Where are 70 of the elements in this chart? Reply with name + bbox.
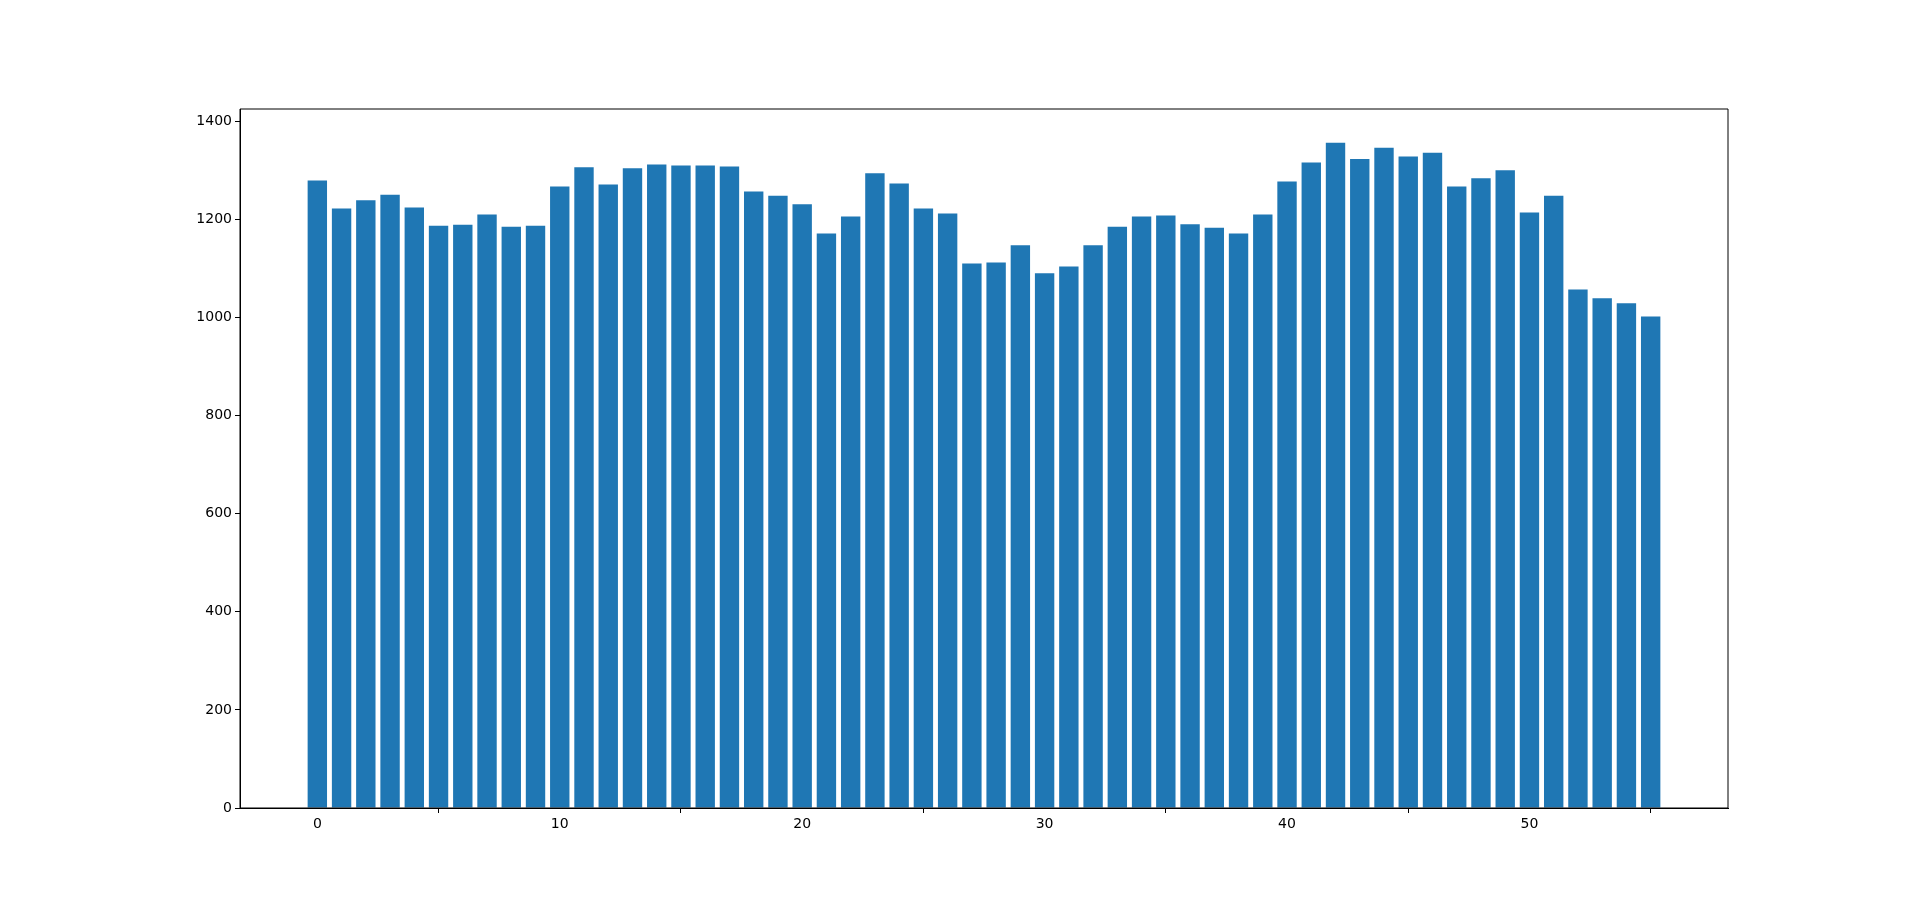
x-tick-label: 40: [1278, 815, 1296, 832]
bar: [840, 216, 861, 808]
y-tick-label: 200: [205, 700, 232, 717]
bar: [1447, 186, 1467, 808]
y-tick-label: 1400: [196, 111, 232, 128]
bar: [1156, 215, 1176, 808]
bar: [816, 233, 837, 808]
y-tick-label: 400: [205, 602, 232, 619]
bar: [1350, 159, 1370, 808]
bar: [501, 226, 521, 808]
bar: [1059, 266, 1079, 808]
bar: [598, 184, 618, 808]
bar: [1616, 303, 1637, 808]
bar: [719, 166, 740, 808]
bar: [1495, 170, 1515, 808]
bar: [1010, 245, 1031, 808]
bar: [1519, 212, 1540, 808]
bar: [1422, 152, 1443, 808]
x-tick-label: 10: [550, 815, 569, 832]
y-tick-label: 1200: [196, 210, 232, 227]
bar: [1034, 273, 1055, 808]
bar: [889, 183, 909, 808]
bar: [1471, 178, 1491, 808]
bar: [1204, 227, 1224, 808]
bar: [307, 180, 328, 808]
bar: [550, 186, 570, 808]
bar: [1592, 298, 1612, 808]
bar: [1131, 216, 1152, 808]
bar: [525, 225, 546, 808]
bar: [1325, 142, 1346, 808]
bar: [647, 164, 667, 808]
bar: [1640, 316, 1661, 808]
bar: [744, 191, 764, 808]
bar: [937, 213, 958, 808]
bar: [356, 200, 376, 808]
bar: [1374, 147, 1394, 808]
bar: [1107, 226, 1128, 808]
bar: [1398, 156, 1418, 808]
bar: [622, 168, 643, 808]
x-tick-label: 50: [1520, 815, 1539, 832]
bar: [962, 263, 982, 808]
bar: [792, 204, 812, 808]
bar: [671, 165, 691, 808]
bar: [768, 195, 788, 808]
bar: [1277, 181, 1297, 808]
bar: [986, 262, 1006, 808]
bar: [428, 225, 449, 808]
y-tick-label: 0: [223, 798, 232, 815]
bar: [380, 194, 400, 808]
bar: [865, 173, 885, 808]
bar: [574, 167, 594, 808]
x-tick-label: 0: [312, 815, 322, 832]
bar: [913, 208, 934, 808]
bar: [1301, 162, 1321, 808]
bar: [1253, 214, 1273, 808]
bar: [453, 224, 473, 808]
x-tick-label: 20: [793, 815, 812, 832]
bar: [1180, 224, 1200, 808]
y-tick-label: 1000: [196, 308, 232, 325]
bar: [331, 208, 352, 808]
bar: [404, 207, 424, 808]
x-tick-label: 30: [1035, 815, 1054, 832]
bar: [1228, 233, 1249, 808]
bar: [1568, 289, 1588, 808]
bar: [695, 165, 715, 808]
y-tick-label: 600: [205, 504, 232, 521]
y-tick-label: 800: [205, 406, 232, 423]
bar: [477, 214, 497, 808]
bar: [1544, 195, 1564, 808]
bar: [1083, 245, 1103, 808]
